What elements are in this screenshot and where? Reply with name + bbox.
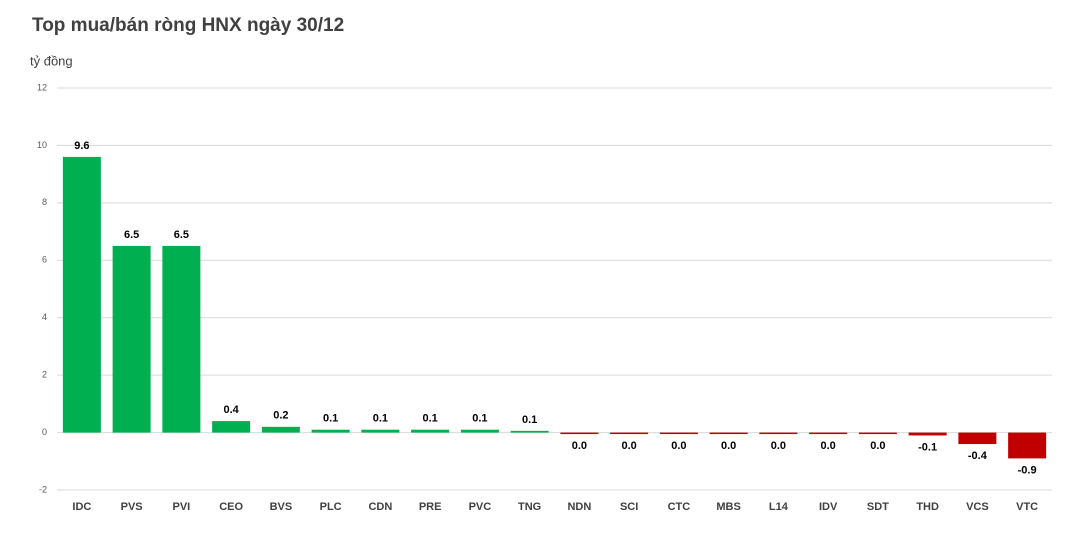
value-label: 0.1 <box>323 413 338 425</box>
bar <box>62 156 101 433</box>
y-tick-label: 2 <box>42 370 47 380</box>
bar <box>958 432 997 445</box>
value-label: 0.2 <box>273 410 288 422</box>
value-label: 6.5 <box>124 229 139 241</box>
x-tick-label: NDN <box>567 501 591 513</box>
bar <box>908 432 947 436</box>
y-axis-label: tỷ đồng <box>30 53 73 68</box>
value-label: 0.1 <box>422 413 437 425</box>
value-label: 0.0 <box>671 440 686 452</box>
bar <box>162 245 201 433</box>
x-tick-label: IDV <box>819 501 838 513</box>
x-tick-label: L14 <box>769 501 789 513</box>
bar <box>361 429 400 433</box>
value-label: -0.4 <box>968 450 988 462</box>
bar <box>610 432 649 435</box>
x-tick-label: MBS <box>716 501 740 513</box>
value-label: 0.1 <box>472 413 487 425</box>
value-label: 0.0 <box>572 440 587 452</box>
y-tick-label: 12 <box>37 82 47 92</box>
bar <box>212 421 251 433</box>
x-tick-label: PLC <box>320 501 342 513</box>
x-tick-label: PVC <box>469 501 492 513</box>
bar <box>659 432 698 435</box>
y-tick-label: -2 <box>39 484 47 494</box>
bar <box>112 245 151 433</box>
value-label: 0.0 <box>820 440 835 452</box>
value-label: 0.0 <box>721 440 736 452</box>
value-label: 6.5 <box>174 229 189 241</box>
x-tick-label: SDT <box>867 501 889 513</box>
value-label: 0.0 <box>870 440 885 452</box>
y-tick-label: 6 <box>42 255 47 265</box>
bar <box>759 432 798 435</box>
value-label: 0.1 <box>522 414 537 426</box>
bar <box>809 432 848 435</box>
y-tick-label: 10 <box>37 140 47 150</box>
chart-title: Top mua/bán ròng HNX ngày 30/12 <box>32 15 344 36</box>
bar <box>460 429 499 433</box>
x-tick-label: PVS <box>121 501 143 513</box>
x-tick-label: CEO <box>219 501 243 513</box>
value-label: -0.9 <box>1018 464 1037 476</box>
y-tick-label: 8 <box>42 197 47 207</box>
bar <box>311 429 350 433</box>
x-tick-label: THD <box>916 501 939 513</box>
x-tick-label: CDN <box>368 501 392 513</box>
x-tick-label: PRE <box>419 501 442 513</box>
y-tick-label: 4 <box>42 312 47 322</box>
x-tick-label: TNG <box>518 501 541 513</box>
bar <box>1008 432 1047 459</box>
y-tick-label: 0 <box>42 427 47 437</box>
value-label: 9.6 <box>74 140 89 152</box>
x-tick-label: VCS <box>966 501 989 513</box>
bar <box>560 432 599 435</box>
value-label: 0.4 <box>223 404 239 416</box>
x-tick-label: IDC <box>72 501 91 513</box>
bar <box>411 429 450 433</box>
bar <box>858 432 897 435</box>
value-label: -0.1 <box>918 441 937 453</box>
bar <box>510 430 549 433</box>
x-tick-label: SCI <box>620 501 638 513</box>
x-tick-label: VTC <box>1016 501 1038 513</box>
value-label: 0.1 <box>373 413 388 425</box>
value-label: 0.0 <box>771 440 786 452</box>
bar <box>709 432 748 435</box>
x-tick-label: BVS <box>270 501 293 513</box>
value-label: 0.0 <box>621 440 636 452</box>
x-tick-label: PVI <box>173 501 191 513</box>
bar <box>261 426 300 433</box>
x-tick-label: CTC <box>668 501 691 513</box>
